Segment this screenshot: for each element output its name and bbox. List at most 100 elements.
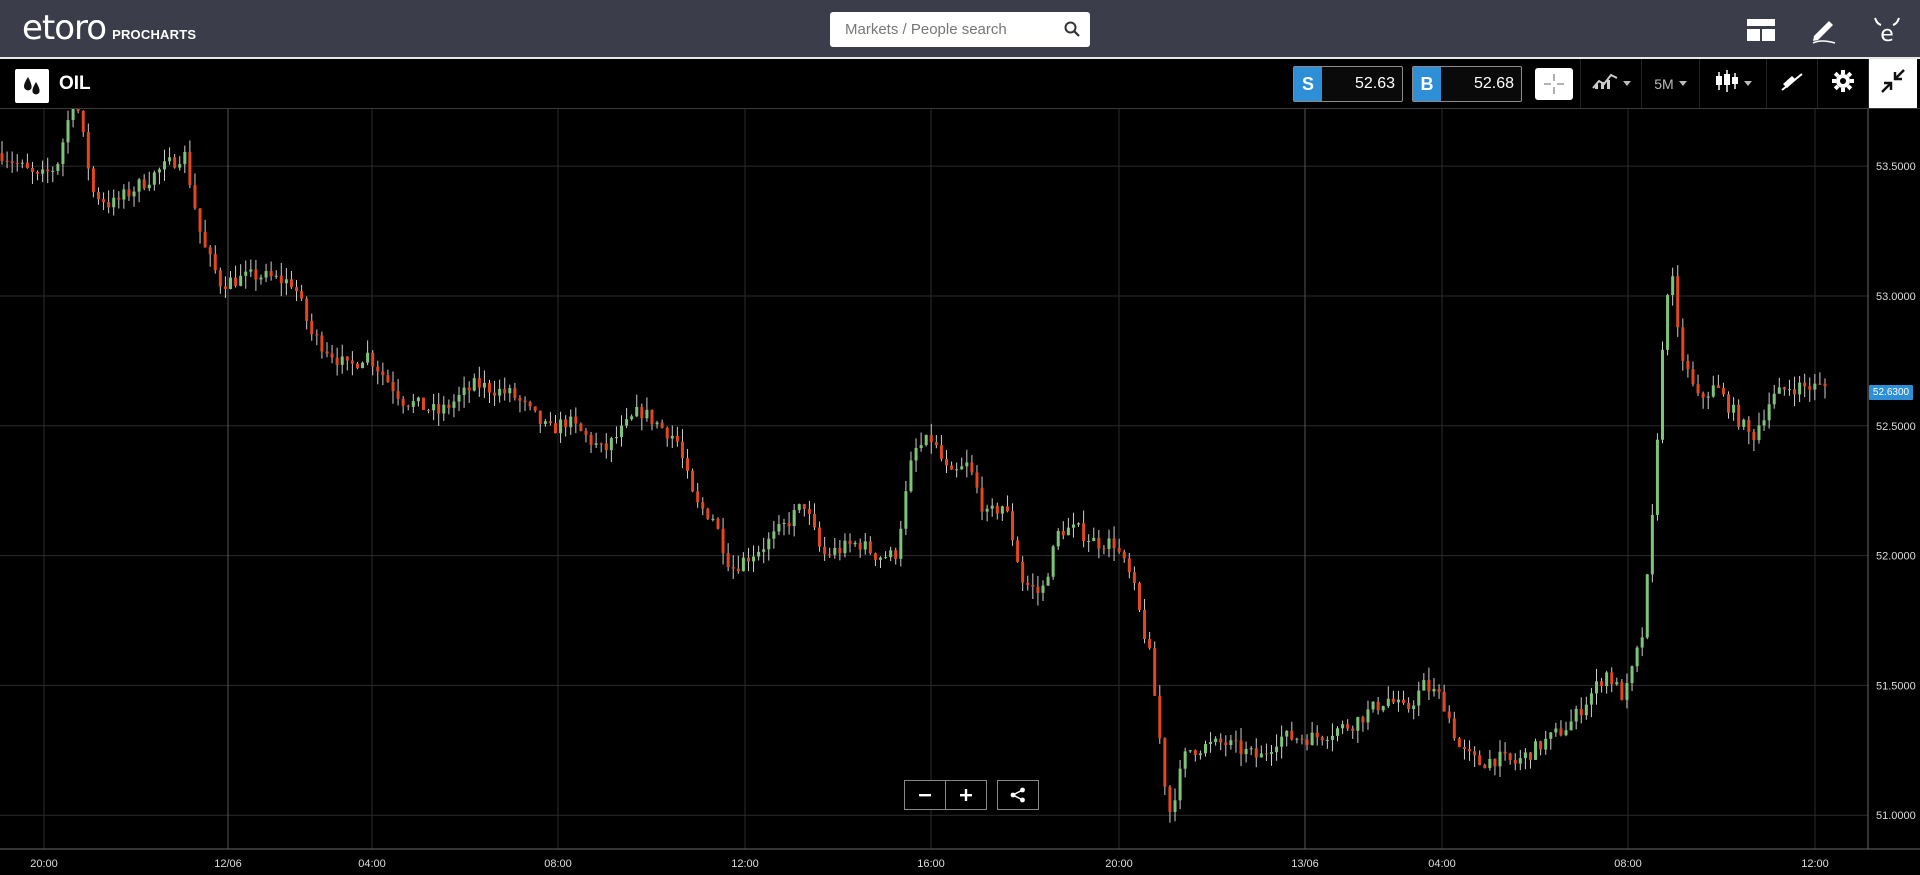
candle-body xyxy=(1092,537,1096,542)
candle-body xyxy=(1254,748,1258,758)
candle-body xyxy=(960,466,964,470)
candle-body xyxy=(1574,708,1578,722)
candle-body xyxy=(1661,349,1665,440)
candle-body xyxy=(244,271,248,276)
candle-body xyxy=(482,382,486,388)
candle-body xyxy=(1671,276,1675,296)
candle-body xyxy=(71,109,75,121)
crosshair-icon[interactable] xyxy=(1535,68,1573,100)
candle-body xyxy=(350,360,354,364)
candle-body xyxy=(208,247,212,255)
candle-body xyxy=(1056,531,1060,547)
candle-body xyxy=(828,554,832,556)
candle-body xyxy=(1031,584,1035,587)
candle-body xyxy=(1021,561,1025,583)
candle-body xyxy=(1808,386,1812,390)
candle-body xyxy=(193,185,197,209)
candle-body xyxy=(660,422,664,428)
candle-body xyxy=(391,382,395,392)
candle-body xyxy=(1681,327,1685,361)
candles-group xyxy=(0,109,1827,823)
buy-price: 52.68 xyxy=(1473,75,1514,92)
chevron-down-icon xyxy=(1678,81,1687,86)
candle-body xyxy=(1813,383,1817,390)
candle-body xyxy=(1737,404,1741,427)
collapse-button[interactable] xyxy=(1868,59,1917,108)
candle-body xyxy=(564,419,568,428)
instrument-header: OIL S 52.63 B 52.68 5M xyxy=(0,59,1920,109)
candle-body xyxy=(985,508,989,512)
zoom-out-button[interactable] xyxy=(904,780,946,810)
candle-body xyxy=(51,170,55,172)
candle-body xyxy=(1772,393,1776,405)
share-button[interactable] xyxy=(997,780,1039,810)
candle-body xyxy=(1412,705,1416,710)
candle-body xyxy=(1706,396,1710,398)
candlestick-chart[interactable]: 53.5000 53.0000 52.5000 52.0000 51.5000 51.00… xyxy=(0,109,1920,875)
candle-body xyxy=(239,275,243,286)
etoro-logo[interactable]: etoro PROCHARTS xyxy=(22,8,196,48)
candle-body xyxy=(36,171,40,174)
candle-body xyxy=(305,298,309,321)
candle-body xyxy=(437,404,441,414)
candle-body xyxy=(1330,735,1334,740)
zoom-in-button[interactable] xyxy=(945,780,987,810)
candle-body xyxy=(1148,638,1152,649)
timeframe-dropdown[interactable]: 5M xyxy=(1641,59,1699,108)
candle-body xyxy=(980,487,984,512)
candle-body xyxy=(655,422,659,425)
candle-body xyxy=(1478,755,1482,765)
candle-body xyxy=(909,460,913,492)
candle-body xyxy=(457,394,461,402)
candle-body xyxy=(147,184,151,189)
etoro-e-icon[interactable]: e xyxy=(1871,14,1903,46)
price-chart[interactable]: 53.5000 53.0000 52.5000 52.0000 51.5000 51.00… xyxy=(0,109,1920,875)
candle-body xyxy=(1650,514,1654,575)
search-icon[interactable] xyxy=(1064,21,1080,42)
candle-body xyxy=(1046,576,1050,586)
candle-body xyxy=(1102,548,1106,550)
candle-body xyxy=(1300,738,1304,740)
candle-body xyxy=(1691,369,1695,385)
layout-icon[interactable] xyxy=(1745,14,1777,46)
settings-button[interactable] xyxy=(1817,59,1868,108)
minus-icon xyxy=(919,794,931,797)
buy-button[interactable]: B 52.68 xyxy=(1412,66,1522,102)
candle-body xyxy=(259,277,263,280)
candle-body xyxy=(1407,703,1411,710)
candle-body xyxy=(56,164,60,171)
drawing-tools-button[interactable] xyxy=(1766,59,1817,108)
indicators-button[interactable] xyxy=(1580,59,1641,108)
pencil-icon[interactable] xyxy=(1808,14,1840,46)
sell-button[interactable]: S 52.63 xyxy=(1293,66,1403,102)
candle-body xyxy=(132,191,136,197)
candle-body xyxy=(1711,385,1715,397)
search-box[interactable] xyxy=(830,12,1090,47)
logo-wordmark: etoro xyxy=(22,8,107,48)
candle-type-button[interactable] xyxy=(1699,59,1766,108)
candle-body xyxy=(1356,717,1360,731)
search-input[interactable] xyxy=(843,20,1052,39)
candle-body xyxy=(122,189,126,200)
candle-body xyxy=(421,397,425,410)
candle-body xyxy=(498,388,502,396)
candle-body xyxy=(1183,751,1187,769)
candle-body xyxy=(127,189,131,197)
candle-body xyxy=(1376,701,1380,711)
candle-body xyxy=(0,153,4,161)
candle-body xyxy=(315,334,319,336)
candle-body xyxy=(609,438,613,451)
candle-body xyxy=(929,434,933,443)
candle-body xyxy=(1432,688,1436,692)
candle-body xyxy=(472,378,476,391)
candle-body xyxy=(746,557,750,562)
x-tick-label: 12/06 xyxy=(214,858,242,870)
y-tick-label: 51.5000 xyxy=(1876,680,1916,692)
candle-body xyxy=(401,398,405,406)
candle-body xyxy=(218,270,222,287)
candle-body xyxy=(1498,751,1502,767)
candle-body xyxy=(934,442,938,446)
candle-body xyxy=(604,443,608,451)
x-tick-label: 12:00 xyxy=(731,858,759,870)
plus-icon xyxy=(960,789,972,801)
